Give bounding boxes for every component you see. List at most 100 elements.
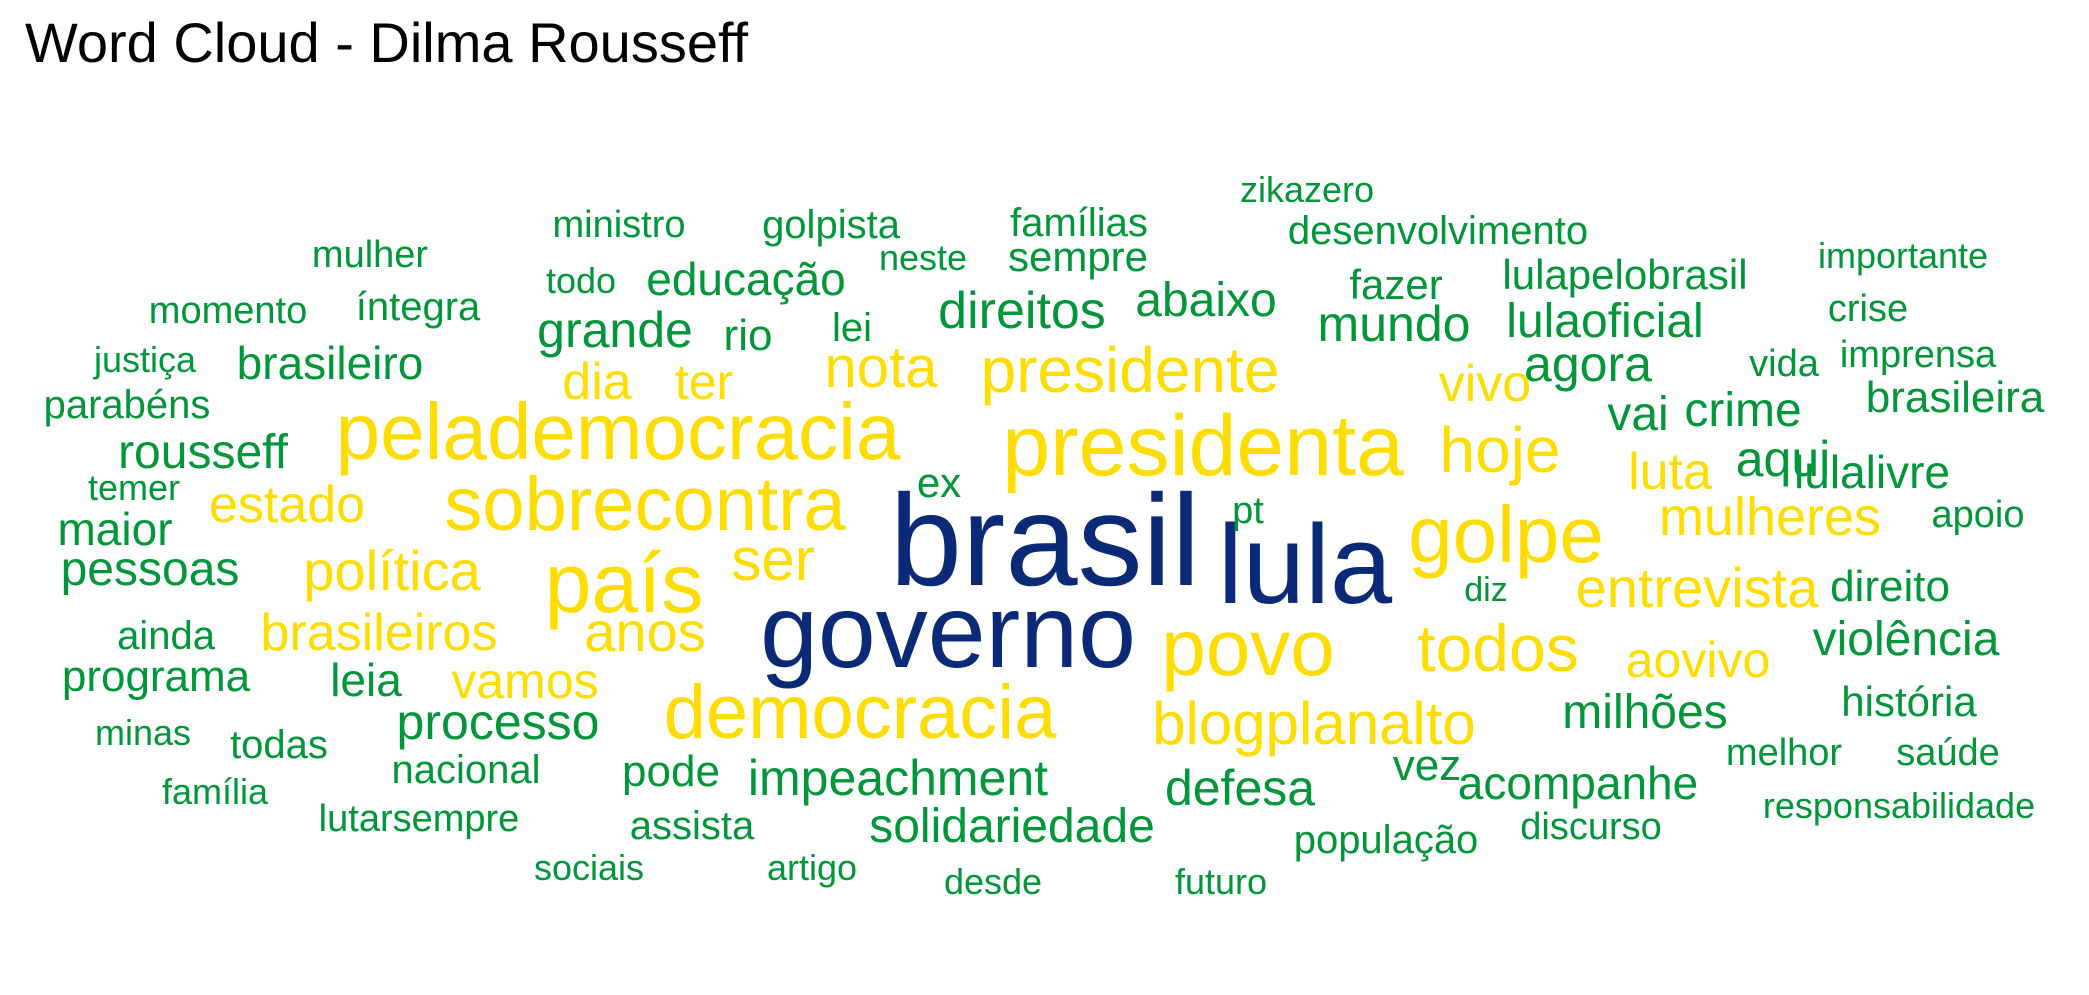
word-defesa: defesa bbox=[1164, 760, 1316, 816]
word-nota: nota bbox=[824, 335, 938, 400]
word-brasileiros: brasileiros bbox=[260, 604, 498, 662]
word-estado: estado bbox=[208, 476, 366, 534]
word-história: história bbox=[1841, 678, 1977, 725]
word-vez: vez bbox=[1392, 741, 1462, 790]
word-brasil: brasil bbox=[889, 467, 1201, 613]
word-ex: ex bbox=[916, 459, 962, 506]
word-lutarsempre: lutarsempre bbox=[318, 798, 520, 840]
word-ter: ter bbox=[674, 354, 734, 410]
word-minas: minas bbox=[94, 712, 192, 753]
word-futuro: futuro bbox=[1174, 861, 1268, 902]
word-nacional: nacional bbox=[391, 748, 541, 792]
word-saúde: saúde bbox=[1896, 732, 2000, 774]
word-apoio: apoio bbox=[1931, 494, 2025, 536]
word-lulaoficial: lulaoficial bbox=[1506, 295, 1704, 348]
word-aovivo: aovivo bbox=[1625, 632, 1771, 688]
word-rio: rio bbox=[723, 311, 773, 360]
word-lula: lula bbox=[1217, 502, 1393, 627]
word-agora: agora bbox=[1524, 336, 1652, 392]
word-hoje: hoje bbox=[1439, 414, 1561, 486]
word-justiça: justiça bbox=[93, 339, 197, 380]
word-milhões: milhões bbox=[1562, 686, 1728, 739]
word-momento: momento bbox=[148, 290, 308, 332]
word-parabéns: parabéns bbox=[43, 383, 211, 427]
word-ser: ser bbox=[731, 526, 815, 593]
word-sobrecontra: sobrecontra bbox=[444, 462, 846, 547]
word-direitos: direitos bbox=[938, 282, 1106, 340]
word-violência: violência bbox=[1812, 613, 2000, 666]
word-maior: maior bbox=[57, 503, 173, 555]
word-desenvolvimento: desenvolvimento bbox=[1287, 209, 1589, 253]
word-neste: neste bbox=[878, 237, 968, 278]
word-impeachment: impeachment bbox=[747, 750, 1049, 806]
word-processo: processo bbox=[396, 694, 600, 750]
word-família: família bbox=[161, 771, 269, 812]
word-sempre: sempre bbox=[1007, 233, 1149, 280]
word-vivo: vivo bbox=[1438, 355, 1532, 413]
word-responsabilidade: responsabilidade bbox=[1762, 785, 2036, 826]
word-diz: diz bbox=[1464, 571, 1508, 609]
word-pessoas: pessoas bbox=[60, 543, 240, 596]
word-importante: importante bbox=[1817, 235, 1989, 276]
word-pt: pt bbox=[1232, 490, 1264, 532]
word-presidente: presidente bbox=[980, 334, 1280, 406]
word-pode: pode bbox=[622, 747, 720, 796]
word-lei: lei bbox=[831, 306, 873, 350]
word-temer: temer bbox=[87, 467, 181, 508]
word-crime: crime bbox=[1684, 384, 1802, 437]
word-direito: direito bbox=[1830, 562, 1950, 611]
word-famílias: famílias bbox=[1010, 201, 1148, 245]
word-lulapelobrasil: lulapelobrasil bbox=[1502, 251, 1748, 298]
word-golpe: golpe bbox=[1408, 490, 1604, 579]
word-entrevista: entrevista bbox=[1575, 556, 1819, 619]
word-democracia: democracia bbox=[663, 670, 1057, 755]
word-desde: desde bbox=[943, 861, 1043, 902]
word-todos: todos bbox=[1417, 611, 1579, 685]
word-política: política bbox=[303, 539, 481, 602]
word-ministro: ministro bbox=[552, 204, 686, 246]
word-brasileiro: brasileiro bbox=[236, 337, 424, 389]
word-golpista: golpista bbox=[762, 203, 900, 247]
word-população: população bbox=[1293, 818, 1479, 862]
word-presidenta: presidenta bbox=[1002, 398, 1404, 494]
word-programa: programa bbox=[61, 652, 251, 701]
word-governo: governo bbox=[760, 574, 1136, 690]
word-todo: todo bbox=[545, 260, 617, 301]
word-brasileira: brasileira bbox=[1865, 373, 2045, 422]
word-vamos: vamos bbox=[451, 653, 599, 709]
word-assista: assista bbox=[629, 804, 755, 848]
word-blogplanalto: blogplanalto bbox=[1152, 690, 1476, 757]
word-mulher: mulher bbox=[311, 234, 429, 276]
word-educação: educação bbox=[646, 253, 846, 305]
word-imprensa: imprensa bbox=[1839, 334, 1997, 376]
word-fazer: fazer bbox=[1349, 261, 1443, 308]
word-abaixo: abaixo bbox=[1135, 274, 1277, 327]
word-sociais: sociais bbox=[533, 847, 645, 888]
word-luta: luta bbox=[1628, 443, 1712, 501]
word-país: país bbox=[544, 536, 704, 630]
word-rousseff: rousseff bbox=[118, 426, 288, 479]
word-zikazero: zikazero bbox=[1239, 169, 1375, 210]
word-melhor: melhor bbox=[1725, 732, 1843, 774]
word-lulalivre: lulalivre bbox=[1794, 446, 1950, 498]
chart-title: Word Cloud - Dilma Rousseff bbox=[25, 11, 749, 74]
word-mundo: mundo bbox=[1317, 296, 1471, 352]
word-aqui: aqui bbox=[1735, 431, 1831, 487]
word-povo: povo bbox=[1161, 603, 1335, 692]
word-crise: crise bbox=[1827, 288, 1909, 330]
word-acompanhe: acompanhe bbox=[1457, 757, 1699, 809]
word-grande: grande bbox=[537, 302, 693, 358]
word-ainda: ainda bbox=[117, 614, 215, 658]
word-anos: anos bbox=[584, 600, 706, 663]
word-artigo: artigo bbox=[766, 847, 858, 888]
word-íntegra: íntegra bbox=[355, 285, 481, 329]
word-pelademocracia: pelademocracia bbox=[335, 387, 901, 476]
word-vai: vai bbox=[1607, 388, 1669, 441]
word-mulheres: mulheres bbox=[1658, 487, 1882, 547]
word-vida: vida bbox=[1749, 343, 1819, 385]
word-leia: leia bbox=[330, 654, 402, 706]
word-solidariedade: solidariedade bbox=[869, 800, 1155, 853]
word-todas: todas bbox=[230, 723, 328, 767]
word-dia: dia bbox=[562, 353, 632, 411]
